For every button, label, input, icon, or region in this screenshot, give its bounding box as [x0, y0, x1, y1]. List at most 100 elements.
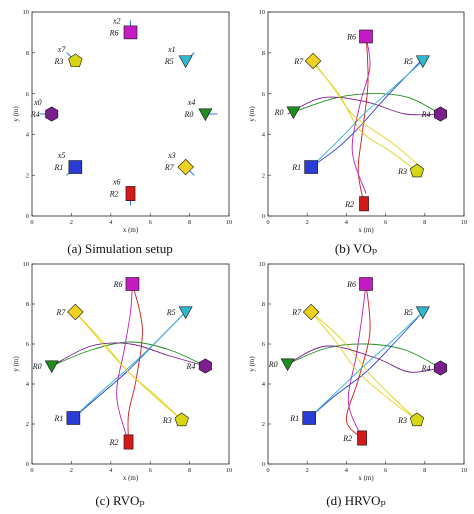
y-tick-label: 0	[262, 213, 265, 220]
trajectory-line	[310, 311, 418, 421]
robot-marker	[44, 360, 59, 374]
y-tick-label: 0	[26, 461, 29, 468]
x-tick-label: 10	[461, 467, 468, 474]
robot-marker	[198, 108, 213, 122]
robot-marker	[68, 160, 83, 174]
x-tick-label: 4	[345, 467, 349, 474]
x-tick-label: 4	[109, 219, 113, 226]
trajectory-line	[312, 60, 422, 168]
robot-label: R3	[53, 57, 63, 66]
trajectory-line	[308, 311, 424, 419]
y-tick-label: 0	[262, 461, 265, 468]
goal-label: x2	[112, 16, 121, 25]
x-tick-label: 10	[226, 467, 233, 474]
y-axis-label: y (m)	[248, 356, 256, 372]
x-tick-label: 6	[384, 219, 388, 226]
trajectory-line	[116, 283, 133, 443]
y-tick-label: 4	[26, 381, 30, 388]
x-tick-label: 8	[423, 219, 426, 226]
x-tick-label: 8	[423, 467, 426, 474]
x-tick-label: 8	[188, 467, 191, 474]
y-tick-label: 4	[262, 132, 266, 139]
robot-marker	[177, 158, 194, 176]
robot-label: R5	[403, 308, 413, 317]
robot-label: R6	[109, 28, 119, 37]
robot-marker	[68, 53, 83, 68]
robot-marker	[415, 55, 430, 69]
robot-label: R6	[113, 280, 123, 289]
plot-frame	[31, 11, 230, 217]
y-tick-label: 8	[262, 50, 265, 57]
robot-label: R1	[289, 414, 299, 423]
y-tick-label: 6	[26, 91, 30, 98]
trajectory-line	[74, 311, 183, 421]
x-tick-label: 0	[30, 467, 33, 474]
robot-marker	[123, 25, 138, 40]
trajectory-line	[351, 36, 371, 194]
robot-label: R2	[344, 200, 354, 209]
x-tick-label: 2	[70, 219, 73, 226]
robot-marker	[302, 303, 320, 321]
robot-label: R7	[164, 163, 175, 172]
trajectory-line	[357, 32, 369, 204]
robot-marker	[433, 360, 447, 376]
robot-marker	[67, 303, 84, 321]
x-tick-label: 6	[384, 467, 388, 474]
y-tick-label: 6	[262, 91, 266, 98]
trajectory-line	[287, 343, 441, 369]
robot-marker	[123, 434, 134, 450]
robot-label: R4	[421, 110, 431, 119]
trajectory-line	[310, 311, 418, 421]
x-axis-label: x (m)	[358, 474, 374, 482]
x-tick-label: 0	[30, 219, 33, 226]
y-tick-label: 6	[26, 341, 30, 348]
panel-b: 0 2 4 6 8 10 0 2 4 6 8 10 x (m) y (m) R0 R1 R2 R3 R4 R5 R6 R7	[248, 9, 467, 234]
caption-d: (d) HRVOₚ	[326, 493, 385, 508]
robot-marker	[286, 106, 301, 120]
robot-marker	[45, 106, 59, 122]
y-tick-label: 4	[262, 381, 266, 388]
trajectory-line	[51, 341, 206, 367]
trajectory-line	[287, 345, 441, 373]
x-axis-label: x (m)	[358, 226, 374, 234]
y-tick-label: 2	[26, 421, 29, 428]
robot-label: R5	[403, 57, 413, 66]
x-tick-label: 6	[149, 219, 153, 226]
robot-marker	[280, 358, 295, 372]
x-tick-label: 2	[70, 467, 73, 474]
robot-marker	[409, 412, 425, 427]
robot-label: R0	[183, 110, 193, 119]
robot-label: R2	[109, 190, 119, 199]
trajectory-line	[310, 60, 424, 168]
goal-label: x3	[167, 151, 176, 160]
robot-marker	[359, 196, 369, 212]
y-tick-label: 6	[262, 341, 266, 348]
robot-label: R3	[162, 416, 172, 425]
trajectory-line	[73, 311, 186, 419]
robot-label: R4	[421, 364, 431, 373]
y-axis-label: y (m)	[12, 106, 20, 122]
trajectory-line	[51, 342, 206, 367]
goal-label: x0	[33, 98, 42, 107]
x-axis-label: x (m)	[123, 226, 139, 234]
y-axis-label: y (m)	[12, 356, 20, 372]
y-tick-label: 10	[23, 9, 30, 16]
y-tick-label: 0	[26, 213, 29, 220]
robot-label: R1	[291, 163, 301, 172]
robot-label: R5	[166, 308, 176, 317]
x-tick-label: 2	[306, 219, 309, 226]
robot-marker	[66, 411, 81, 425]
y-tick-label: 10	[259, 9, 266, 16]
robot-marker	[174, 412, 189, 427]
goal-label: x4	[187, 98, 196, 107]
goal-label: x6	[112, 178, 121, 187]
robot-marker	[125, 186, 136, 202]
y-axis-label: y (m)	[248, 106, 256, 122]
x-tick-label: 6	[149, 467, 153, 474]
robot-marker	[178, 306, 193, 320]
y-tick-label: 2	[26, 172, 29, 179]
y-tick-label: 10	[23, 261, 30, 268]
panel-c: 0 2 4 6 8 10 0 2 4 6 8 10 x (m) y (m) R0 R1 R2 R3 R4 R5 R6 R7	[12, 261, 232, 482]
robot-marker	[125, 277, 140, 291]
